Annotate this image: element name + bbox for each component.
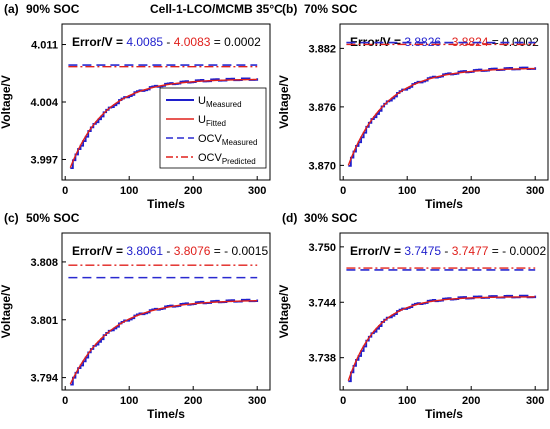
error-measured: 3.8061 <box>126 244 163 258</box>
y-tick-label: 3.794 <box>30 373 58 385</box>
error-prefix: Error/V = <box>72 244 126 258</box>
y-tick-label: 3.744 <box>308 297 336 309</box>
plot-frame <box>61 232 271 391</box>
y-tick-label: 4.011 <box>31 40 58 52</box>
y-tick-label: 3.738 <box>308 353 336 365</box>
legend-label-sub: Predicted <box>222 157 256 166</box>
legend-label: OCVPredicted <box>198 152 256 166</box>
legend-label-base: U <box>198 95 206 107</box>
x-axis-label: Time/s <box>147 197 185 211</box>
y-axis-label: Voltage/V <box>0 285 13 339</box>
error-minus: - <box>163 35 174 49</box>
x-axis-label: Time/s <box>147 407 185 421</box>
y-tick-label: 3.801 <box>30 315 58 327</box>
error-predicted: 3.8824 <box>452 35 489 49</box>
u-measured-series <box>348 66 537 167</box>
y-tick-label: 3.870 <box>308 160 336 172</box>
plot-frame <box>339 232 549 391</box>
u-fitted-series <box>347 67 536 166</box>
y-tick-label: 3.997 <box>30 154 58 166</box>
legend-label-sub: Measured <box>206 100 242 109</box>
y-tick-label: 3.750 <box>308 242 336 254</box>
y-axis-label: Voltage/V <box>0 75 13 129</box>
legend-label: UMeasured <box>198 95 242 109</box>
x-axis-label: Time/s <box>425 197 463 211</box>
x-tick-label: 0 <box>340 395 346 407</box>
panel-1: (b) 70% SOC 0 100 200 300 3.870 3.876 3.882 Time/… <box>277 2 549 211</box>
legend-box <box>159 87 267 169</box>
x-tick-label: 200 <box>184 185 202 197</box>
u-fitted-series <box>69 78 258 168</box>
y-tick-label: 3.882 <box>308 43 336 55</box>
panel-label: (c) <box>4 211 19 225</box>
error-prefix: Error/V = <box>72 35 126 49</box>
x-axis-label: Time/s <box>425 407 463 421</box>
x-tick-label: 100 <box>398 185 416 197</box>
error-measured: 3.7475 <box>404 244 441 258</box>
error-predicted: 4.0083 <box>174 35 211 49</box>
x-tick-label: 0 <box>340 185 346 197</box>
error-annotation: Error/V = 4.0085 - 4.0083 = 0.0002 <box>72 35 261 49</box>
y-tick-label: 4.004 <box>30 97 58 109</box>
x-tick-label: 200 <box>184 395 202 407</box>
error-annotation: Error/V = 3.8061 - 3.8076 = - 0.0015 <box>72 244 268 258</box>
y-tick-label: 3.808 <box>30 257 58 269</box>
error-minus: - <box>163 244 174 258</box>
u-fitted-series <box>347 296 536 381</box>
y-tick-label: 3.876 <box>308 102 336 114</box>
error-prefix: Error/V = <box>350 244 404 258</box>
x-tick-label: 0 <box>62 395 68 407</box>
error-equals: = - 0.0002 <box>488 244 546 258</box>
error-predicted: 3.8076 <box>174 244 211 258</box>
plot-frame <box>339 23 549 181</box>
panel-label: (d) <box>282 211 297 225</box>
panel-label: (b) <box>282 2 297 16</box>
panel-0: (a) 90% SOC 0 100 200 300 3.997 4.004 4.011 Time/… <box>0 2 271 211</box>
error-predicted: 3.7477 <box>452 244 489 258</box>
error-equals: = - 0.0015 <box>210 244 268 258</box>
soc-label: 70% SOC <box>304 2 358 16</box>
y-axis-label: Voltage/V <box>277 285 291 339</box>
x-tick-label: 200 <box>462 395 480 407</box>
legend-label-sub: Fitted <box>206 119 226 128</box>
x-tick-label: 100 <box>120 185 138 197</box>
u-measured-series <box>348 294 537 383</box>
error-equals: = 0.0002 <box>210 35 261 49</box>
error-annotation: Error/V = 3.7475 - 3.7477 = - 0.0002 <box>350 244 546 258</box>
figure-title: Cell-1-LCO/MCMB 35°C <box>150 2 283 16</box>
legend-label-sub: Measured <box>222 138 258 147</box>
x-tick-label: 0 <box>62 185 68 197</box>
soc-label: 30% SOC <box>304 211 358 225</box>
legend-label: OCVMeasured <box>198 133 257 147</box>
x-tick-label: 300 <box>526 395 544 407</box>
error-measured: 4.0085 <box>126 35 163 49</box>
legend-label-base: OCV <box>198 152 223 164</box>
y-axis-label: Voltage/V <box>277 75 291 129</box>
x-tick-label: 100 <box>398 395 416 407</box>
u-fitted-series <box>69 299 258 385</box>
x-tick-label: 300 <box>248 185 266 197</box>
x-tick-label: 200 <box>462 185 480 197</box>
x-tick-label: 100 <box>120 395 138 407</box>
legend-label-base: U <box>198 114 206 126</box>
panel-label: (a) <box>4 2 19 16</box>
error-minus: - <box>441 244 452 258</box>
error-annotation: Error/V = 3.8826 - 3.8824 = 0.0002 <box>350 35 539 49</box>
legend-label-base: OCV <box>198 133 223 145</box>
soc-label: 90% SOC <box>26 2 80 16</box>
error-equals: = 0.0002 <box>488 35 539 49</box>
panel-2: (c) 50% SOC 0 100 200 300 3.794 3.801 3.808 Time/… <box>0 211 271 421</box>
soc-label: 50% SOC <box>26 211 80 225</box>
x-tick-label: 300 <box>526 185 544 197</box>
legend-label: UFitted <box>198 114 226 128</box>
x-tick-label: 300 <box>248 395 266 407</box>
panel-3: (d) 30% SOC 0 100 200 300 3.738 3.744 3.750 Time/… <box>277 211 549 421</box>
